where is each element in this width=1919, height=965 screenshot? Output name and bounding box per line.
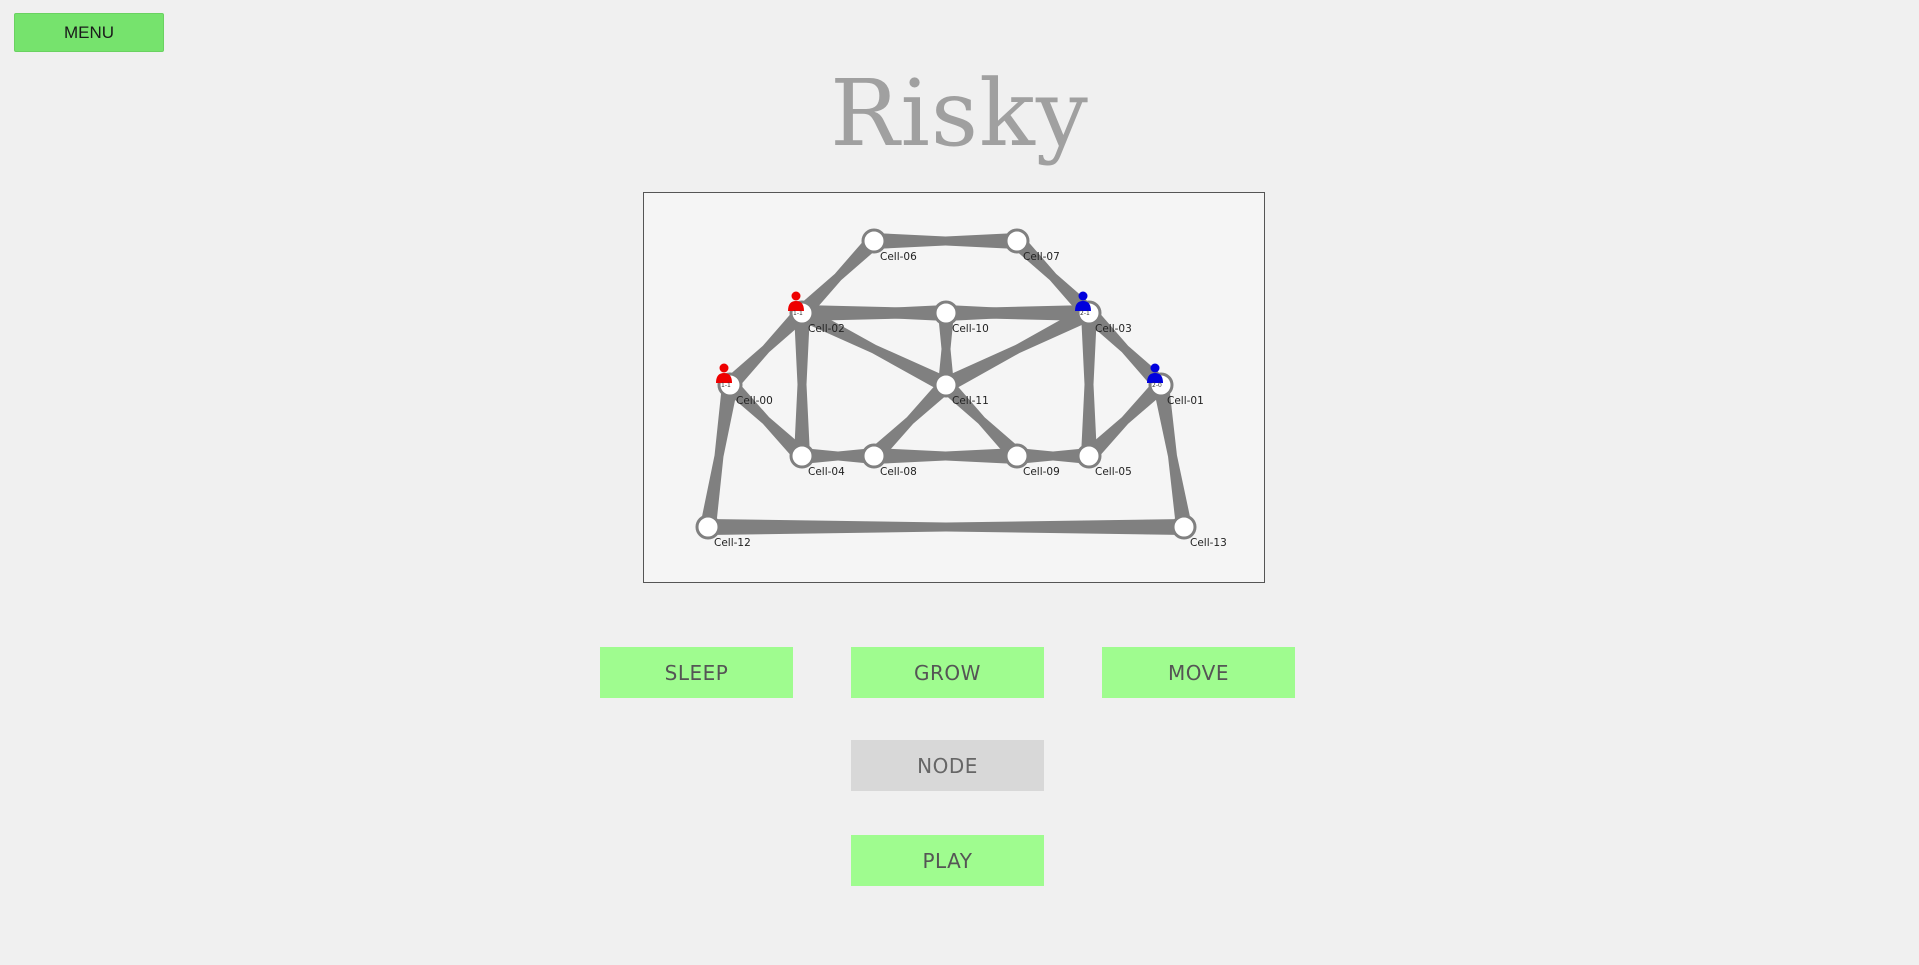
unit-label: 2-0 bbox=[1152, 382, 1162, 389]
play-button[interactable]: PLAY bbox=[851, 835, 1044, 886]
unit-blue-icon[interactable]: 2-0 bbox=[1147, 363, 1163, 390]
edge-Cell-12-Cell-13 bbox=[708, 519, 1184, 535]
cell-label: Cell-13 bbox=[1190, 537, 1227, 549]
cell-label: Cell-05 bbox=[1095, 466, 1132, 478]
unit-label: 2-1 bbox=[1080, 310, 1090, 317]
edge-Cell-11-Cell-09 bbox=[940, 379, 1023, 462]
cell-node[interactable] bbox=[1171, 514, 1197, 540]
cell-node[interactable] bbox=[1004, 228, 1030, 254]
cell-cell-13[interactable]: Cell-13 bbox=[1171, 514, 1227, 549]
edge-Cell-06-Cell-07 bbox=[874, 233, 1017, 249]
edge-Cell-07-Cell-03 bbox=[1011, 235, 1095, 319]
grow-button[interactable]: GROW bbox=[851, 647, 1044, 698]
cell-node[interactable] bbox=[1076, 443, 1102, 469]
cell-node[interactable] bbox=[1004, 443, 1030, 469]
cell-label: Cell-08 bbox=[880, 466, 917, 478]
edge-Cell-00-Cell-12 bbox=[700, 383, 738, 529]
move-button[interactable]: MOVE bbox=[1102, 647, 1295, 698]
cell-cell-05[interactable]: Cell-05 bbox=[1076, 443, 1132, 478]
game-board[interactable]: Cell-00 Cell-01 Cell-02 Cell-03 Cell-04 Cell-… bbox=[643, 192, 1265, 583]
cell-label: Cell-02 bbox=[808, 323, 845, 335]
edge-Cell-00-Cell-04 bbox=[724, 379, 808, 462]
board-graph[interactable]: Cell-00 Cell-01 Cell-02 Cell-03 Cell-04 Cell-… bbox=[644, 193, 1264, 582]
unit-label: 1-1 bbox=[721, 382, 731, 389]
edge-Cell-02-Cell-11 bbox=[798, 305, 950, 393]
unit-red-icon[interactable]: 1-1 bbox=[788, 291, 804, 318]
edge-Cell-03-Cell-05 bbox=[1081, 313, 1097, 456]
unit-blue-icon[interactable]: 2-1 bbox=[1075, 291, 1091, 318]
edge-Cell-09-Cell-05 bbox=[1017, 448, 1089, 464]
cell-cell-06[interactable]: Cell-06 bbox=[861, 228, 917, 263]
cell-cell-08[interactable]: Cell-08 bbox=[861, 443, 917, 478]
edge-Cell-02-Cell-00 bbox=[724, 307, 808, 391]
cell-cell-11[interactable]: Cell-11 bbox=[933, 372, 989, 407]
cell-label: Cell-00 bbox=[736, 395, 773, 407]
cell-node[interactable] bbox=[861, 443, 887, 469]
cell-cell-12[interactable]: Cell-12 bbox=[695, 514, 751, 549]
edge-Cell-06-Cell-02 bbox=[796, 235, 880, 319]
cell-node[interactable] bbox=[933, 372, 959, 398]
edge-Cell-11-Cell-08 bbox=[868, 379, 952, 462]
cell-node[interactable] bbox=[695, 514, 721, 540]
node-button: NODE bbox=[851, 740, 1044, 791]
edge-Cell-03-Cell-01 bbox=[1083, 307, 1167, 391]
edge-Cell-08-Cell-09 bbox=[874, 448, 1017, 464]
cell-node[interactable] bbox=[933, 300, 959, 326]
cell-node[interactable] bbox=[861, 228, 887, 254]
edge-Cell-02-Cell-04 bbox=[794, 313, 810, 456]
cell-label: Cell-01 bbox=[1167, 395, 1204, 407]
edge-Cell-03-Cell-11 bbox=[942, 305, 1093, 393]
edge-Cell-01-Cell-05 bbox=[1083, 379, 1167, 462]
cell-label: Cell-09 bbox=[1023, 466, 1060, 478]
cell-label: Cell-11 bbox=[952, 395, 989, 407]
sleep-button[interactable]: SLEEP bbox=[600, 647, 793, 698]
cell-label: Cell-10 bbox=[952, 323, 989, 335]
cell-cell-04[interactable]: Cell-04 bbox=[789, 443, 845, 478]
cell-label: Cell-12 bbox=[714, 537, 751, 549]
menu-button[interactable]: MENU bbox=[14, 13, 164, 52]
cell-cell-07[interactable]: Cell-07 bbox=[1004, 228, 1060, 263]
unit-red-icon[interactable]: 1-1 bbox=[716, 363, 732, 390]
cell-cell-09[interactable]: Cell-09 bbox=[1004, 443, 1060, 478]
edge-Cell-01-Cell-13 bbox=[1153, 383, 1192, 529]
cell-node[interactable] bbox=[789, 443, 815, 469]
edge-Cell-04-Cell-08 bbox=[802, 448, 874, 464]
board-edges bbox=[700, 233, 1192, 535]
cell-label: Cell-04 bbox=[808, 466, 845, 478]
edge-Cell-10-Cell-11 bbox=[938, 313, 954, 385]
cell-label: Cell-07 bbox=[1023, 251, 1060, 263]
cell-label: Cell-06 bbox=[880, 251, 917, 263]
cell-cell-10[interactable]: Cell-10 bbox=[933, 300, 989, 335]
game-title: Risky bbox=[830, 60, 1089, 167]
unit-label: 1-1 bbox=[793, 310, 803, 317]
cell-label: Cell-03 bbox=[1095, 323, 1132, 335]
